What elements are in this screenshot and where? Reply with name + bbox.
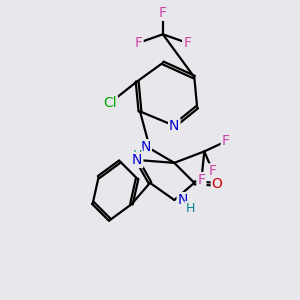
Text: Cl: Cl <box>103 96 117 110</box>
Text: F: F <box>159 6 167 20</box>
Text: N: N <box>169 119 179 133</box>
Text: F: F <box>183 36 191 50</box>
Text: F: F <box>209 164 217 178</box>
Text: N: N <box>178 193 188 207</box>
Text: F: F <box>222 134 230 148</box>
Text: O: O <box>212 177 223 191</box>
Text: F: F <box>197 173 206 187</box>
Text: H: H <box>133 149 142 162</box>
Text: N: N <box>140 140 151 154</box>
Text: F: F <box>135 36 142 50</box>
Text: N: N <box>132 153 142 167</box>
Text: H: H <box>185 202 195 215</box>
